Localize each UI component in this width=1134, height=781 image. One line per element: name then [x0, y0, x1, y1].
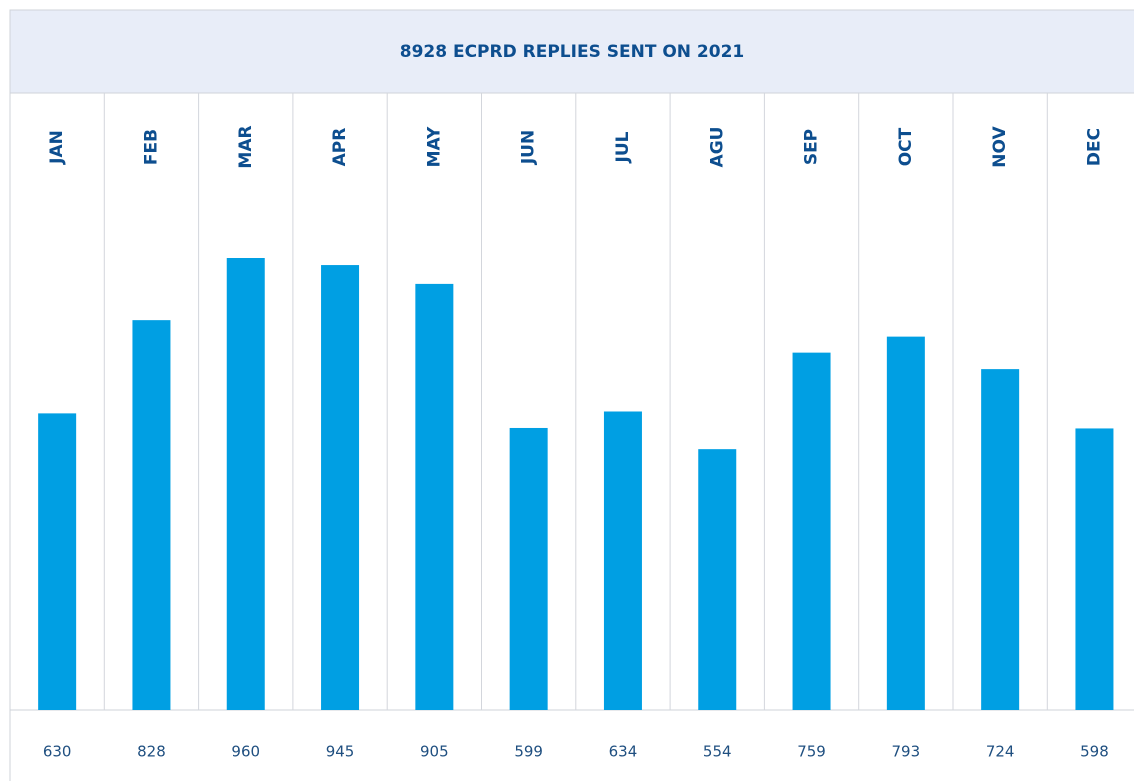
month-label: OCT [896, 127, 916, 166]
bar [792, 352, 831, 710]
bar [698, 449, 737, 710]
month-label: APR [330, 128, 350, 167]
month-label: JAN [47, 130, 67, 165]
month-label: MAY [424, 126, 444, 167]
bar [886, 336, 925, 710]
value-label: 599 [514, 743, 543, 761]
bar [509, 427, 548, 710]
bar [415, 283, 454, 710]
bar [132, 320, 171, 710]
month-label: FEB [141, 129, 161, 165]
chart-title: 8928 ECPRD REPLIES SENT ON 2021 [400, 42, 745, 62]
bar [603, 411, 642, 710]
value-label: 554 [703, 743, 732, 761]
header-band [9, 9, 1134, 94]
month-label: NOV [990, 125, 1010, 167]
value-label: 905 [420, 743, 449, 761]
bar [981, 369, 1020, 710]
value-label: 960 [231, 743, 260, 761]
value-label: 945 [326, 743, 355, 761]
bar [321, 265, 360, 710]
month-label: MAR [236, 125, 256, 168]
value-label: 759 [797, 743, 826, 761]
bar [1075, 428, 1114, 710]
month-label: AGU [707, 127, 727, 168]
value-label: 634 [609, 743, 638, 761]
value-label: 828 [137, 743, 166, 761]
bar [226, 258, 265, 710]
month-label: JUL [613, 131, 633, 163]
month-label: JUN [519, 130, 539, 165]
bar [38, 413, 77, 710]
value-label: 630 [43, 743, 72, 761]
value-label: 598 [1080, 743, 1109, 761]
month-label: SEP [802, 129, 822, 165]
month-label: DEC [1084, 128, 1104, 166]
value-label: 793 [892, 743, 921, 761]
value-label: 724 [986, 743, 1015, 761]
